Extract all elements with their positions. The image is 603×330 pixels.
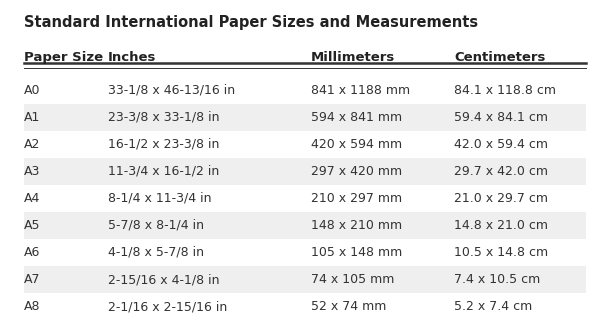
Text: Paper Size: Paper Size bbox=[24, 51, 103, 64]
Text: 297 x 420 mm: 297 x 420 mm bbox=[311, 165, 402, 178]
FancyBboxPatch shape bbox=[24, 239, 586, 266]
Text: 23-3/8 x 33-1/8 in: 23-3/8 x 33-1/8 in bbox=[107, 111, 219, 124]
Text: 29.7 x 42.0 cm: 29.7 x 42.0 cm bbox=[454, 165, 548, 178]
Text: A2: A2 bbox=[24, 138, 40, 151]
Text: 21.0 x 29.7 cm: 21.0 x 29.7 cm bbox=[454, 192, 548, 205]
Text: 7.4 x 10.5 cm: 7.4 x 10.5 cm bbox=[454, 273, 540, 286]
FancyBboxPatch shape bbox=[24, 104, 586, 131]
Text: Millimeters: Millimeters bbox=[311, 51, 395, 64]
Text: 594 x 841 mm: 594 x 841 mm bbox=[311, 111, 402, 124]
Text: 5.2 x 7.4 cm: 5.2 x 7.4 cm bbox=[454, 300, 532, 313]
Text: 52 x 74 mm: 52 x 74 mm bbox=[311, 300, 386, 313]
Text: 10.5 x 14.8 cm: 10.5 x 14.8 cm bbox=[454, 246, 548, 259]
FancyBboxPatch shape bbox=[24, 212, 586, 239]
Text: 148 x 210 mm: 148 x 210 mm bbox=[311, 219, 402, 232]
Text: 11-3/4 x 16-1/2 in: 11-3/4 x 16-1/2 in bbox=[107, 165, 219, 178]
Text: 2-15/16 x 4-1/8 in: 2-15/16 x 4-1/8 in bbox=[107, 273, 219, 286]
Text: A4: A4 bbox=[24, 192, 40, 205]
Text: 84.1 x 118.8 cm: 84.1 x 118.8 cm bbox=[454, 83, 556, 97]
Text: 14.8 x 21.0 cm: 14.8 x 21.0 cm bbox=[454, 219, 548, 232]
Text: 42.0 x 59.4 cm: 42.0 x 59.4 cm bbox=[454, 138, 548, 151]
Text: Centimeters: Centimeters bbox=[454, 51, 546, 64]
Text: 5-7/8 x 8-1/4 in: 5-7/8 x 8-1/4 in bbox=[107, 219, 204, 232]
Text: 33-1/8 x 46-13/16 in: 33-1/8 x 46-13/16 in bbox=[107, 83, 235, 97]
FancyBboxPatch shape bbox=[24, 77, 586, 104]
FancyBboxPatch shape bbox=[24, 266, 586, 293]
Text: A7: A7 bbox=[24, 273, 40, 286]
FancyBboxPatch shape bbox=[24, 185, 586, 212]
Text: 2-1/16 x 2-15/16 in: 2-1/16 x 2-15/16 in bbox=[107, 300, 227, 313]
Text: 841 x 1188 mm: 841 x 1188 mm bbox=[311, 83, 410, 97]
Text: 16-1/2 x 23-3/8 in: 16-1/2 x 23-3/8 in bbox=[107, 138, 219, 151]
Text: 4-1/8 x 5-7/8 in: 4-1/8 x 5-7/8 in bbox=[107, 246, 204, 259]
FancyBboxPatch shape bbox=[24, 158, 586, 185]
FancyBboxPatch shape bbox=[24, 293, 586, 320]
Text: 105 x 148 mm: 105 x 148 mm bbox=[311, 246, 402, 259]
Text: 420 x 594 mm: 420 x 594 mm bbox=[311, 138, 402, 151]
Text: A3: A3 bbox=[24, 165, 40, 178]
Text: Standard International Paper Sizes and Measurements: Standard International Paper Sizes and M… bbox=[24, 15, 478, 30]
Text: A6: A6 bbox=[24, 246, 40, 259]
Text: 74 x 105 mm: 74 x 105 mm bbox=[311, 273, 394, 286]
Text: 59.4 x 84.1 cm: 59.4 x 84.1 cm bbox=[454, 111, 548, 124]
Text: A5: A5 bbox=[24, 219, 40, 232]
Text: A0: A0 bbox=[24, 83, 40, 97]
Text: A8: A8 bbox=[24, 300, 40, 313]
Text: 8-1/4 x 11-3/4 in: 8-1/4 x 11-3/4 in bbox=[107, 192, 211, 205]
Text: 210 x 297 mm: 210 x 297 mm bbox=[311, 192, 402, 205]
FancyBboxPatch shape bbox=[24, 131, 586, 158]
Text: Inches: Inches bbox=[107, 51, 156, 64]
Text: A1: A1 bbox=[24, 111, 40, 124]
